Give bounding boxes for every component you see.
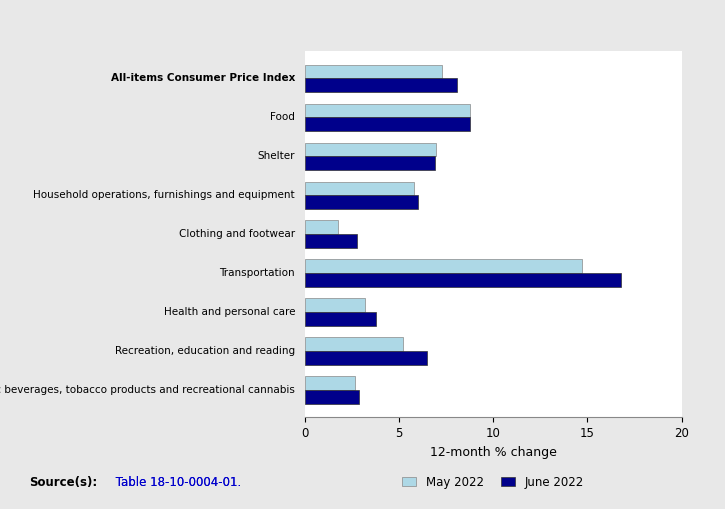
Text: Clothing and footwear: Clothing and footwear — [179, 229, 295, 239]
Bar — [304, 143, 436, 156]
Text: Shelter: Shelter — [257, 151, 295, 161]
Bar — [304, 337, 402, 351]
Text: Food: Food — [270, 112, 295, 122]
Bar — [304, 377, 355, 390]
Text: Health and personal care: Health and personal care — [164, 307, 295, 317]
Text: Table 18-10-0004-01.: Table 18-10-0004-01. — [112, 475, 241, 489]
Text: Source(s):: Source(s): — [29, 475, 97, 489]
Bar — [304, 298, 365, 312]
X-axis label: 12-month % change: 12-month % change — [429, 446, 557, 459]
Bar — [304, 312, 376, 326]
Bar — [304, 78, 457, 92]
Bar — [304, 220, 339, 234]
Bar — [304, 273, 621, 287]
Text: Transportation: Transportation — [220, 268, 295, 278]
Text: Table 18-10-0004-01.: Table 18-10-0004-01. — [112, 475, 241, 489]
Bar — [304, 117, 471, 131]
Bar — [304, 65, 442, 78]
Bar — [304, 234, 357, 248]
Bar — [304, 351, 427, 365]
Bar — [304, 182, 414, 195]
Bar — [304, 103, 471, 117]
Bar — [304, 156, 434, 170]
Text: Alcoholic beverages, tobacco products and recreational cannabis: Alcoholic beverages, tobacco products an… — [0, 385, 295, 395]
Bar — [304, 390, 359, 404]
Legend: May 2022, June 2022: May 2022, June 2022 — [398, 472, 588, 492]
Bar — [304, 195, 418, 209]
Text: All-items Consumer Price Index: All-items Consumer Price Index — [111, 73, 295, 83]
Text: Recreation, education and reading: Recreation, education and reading — [115, 346, 295, 356]
Text: Household operations, furnishings and equipment: Household operations, furnishings and eq… — [33, 190, 295, 200]
Bar — [304, 260, 581, 273]
